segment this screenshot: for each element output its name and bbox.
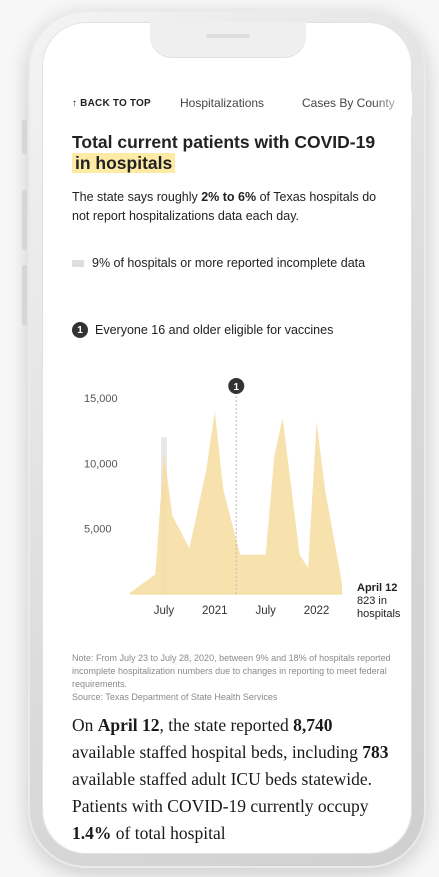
last-value-number: 823 in [357, 595, 387, 607]
legend-event-label: Everyone 16 and older eligible for vacci… [95, 323, 334, 337]
x-tick-label: 2021 [202, 605, 228, 617]
body-text: available staffed adult ICU beds statewi… [72, 769, 372, 816]
event-number-badge: 1 [72, 322, 88, 338]
section-nav: ↑ BACK TO TOP Hospitalizations Cases By … [72, 92, 412, 116]
phone-side-button [22, 265, 27, 325]
last-value-date: April 12 [357, 582, 397, 594]
body-pct: 1.4% [72, 823, 112, 843]
event-marker-badge [228, 378, 245, 394]
y-tick-label: 5,000 [84, 524, 112, 536]
y-tick-label: 10,000 [84, 458, 118, 470]
body-beds: 8,740 [293, 715, 333, 735]
nav-fade [372, 92, 412, 116]
last-value-unit: hospitals [357, 608, 400, 620]
phone-screen: ↑ BACK TO TOP Hospitalizations Cases By … [42, 22, 412, 854]
phone-notch [150, 22, 306, 58]
hospitalizations-area [130, 411, 342, 594]
subtitle: The state says roughly 2% to 6% of Texas… [72, 188, 382, 226]
body-text: On [72, 715, 98, 735]
body-text: , the state reported [159, 715, 294, 735]
legend-incomplete: 9% of hospitals or more reported incompl… [72, 254, 382, 273]
x-tick-label: July [154, 605, 175, 617]
back-to-top-link[interactable]: ↑ BACK TO TOP [72, 98, 151, 109]
chart-note: Note: From July 23 to July 28, 2020, bet… [72, 652, 394, 704]
event-marker-label: 1 [233, 382, 239, 393]
phone-side-button [22, 190, 27, 250]
legend-event: 1 Everyone 16 and older eligible for vac… [72, 322, 382, 338]
hospitalizations-chart: 15,000 10,000 5,000 July 2021 July 2022 1 April … [84, 378, 400, 620]
body-paragraph: On April 12, the state reported 8,740 av… [72, 712, 392, 847]
phone-side-button [22, 120, 27, 154]
nav-item-cases-by-county[interactable]: Cases By County [302, 96, 395, 110]
body-date: April 12 [97, 715, 160, 735]
page-title: Total current patients with COVID-19 in … [72, 132, 382, 174]
title-highlight: in hospitals [72, 153, 176, 173]
title-line-1: Total current patients with COVID-19 [72, 132, 376, 152]
note-text: Note: From July 23 to July 28, 2020, bet… [72, 653, 391, 689]
body-icu: 783 [362, 742, 389, 762]
body-text: available staffed hospital beds, includi… [72, 742, 363, 762]
source-text: Source: Texas Department of State Health… [72, 692, 278, 702]
legend-swatch [72, 260, 84, 268]
body-text: of total hospital [111, 823, 226, 843]
legend-incomplete-label: 9% of hospitals or more reported incompl… [92, 256, 366, 270]
nav-item-hospitalizations[interactable]: Hospitalizations [180, 96, 265, 110]
subtitle-text: of Texas hospitals do not report hospita… [72, 190, 377, 223]
x-tick-label: July [255, 605, 276, 617]
x-tick-label: 2022 [304, 605, 330, 617]
subtitle-text: The state says roughly [72, 190, 202, 204]
subtitle-bold: 2% to 6% [201, 190, 257, 204]
y-tick-label: 15,000 [84, 393, 118, 405]
phone-speaker [206, 34, 250, 38]
